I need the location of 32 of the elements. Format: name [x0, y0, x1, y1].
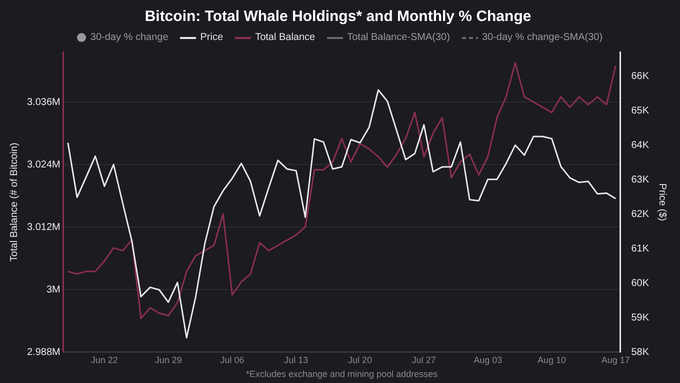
- y-axis-title: Total Balance (# of Bitcoin): [8, 142, 20, 262]
- x-tick-label: Aug 17: [601, 355, 630, 366]
- y2-tick-label: 64K: [631, 140, 650, 151]
- y-tick-label: 3.012M: [26, 222, 60, 233]
- y-tick-label: 3.024M: [26, 159, 60, 170]
- y2-tick-label: 60K: [631, 278, 650, 289]
- x-tick-label: Jul 06: [220, 355, 244, 366]
- x-tick-label: Jul 13: [284, 355, 308, 366]
- x-tick-label: Aug 03: [474, 355, 502, 366]
- legend-label: Total Balance: [254, 32, 316, 43]
- y2-tick-label: 63K: [631, 174, 650, 186]
- x-tick-label: Jun 29: [154, 355, 182, 366]
- y2-tick-label: 62K: [631, 208, 650, 220]
- legend-label: Price: [199, 32, 224, 43]
- legend-label: Total Balance-SMA(30): [346, 32, 450, 43]
- y2-tick-label: 65K: [631, 105, 650, 116]
- text: *Excludes exchange and mining pool addresses: [246, 369, 438, 379]
- y2-tick-label: 66K: [631, 70, 650, 82]
- y2-axis-title: Price ($): [656, 183, 668, 221]
- y2-tick-label: 59K: [631, 312, 650, 324]
- x-tick-label: Jul 27: [412, 355, 436, 366]
- legend-label: 30-day % change-SMA(30): [480, 32, 603, 43]
- y2-tick-label: 61K: [631, 243, 650, 254]
- y-tick-label: 3M: [46, 284, 60, 296]
- y-tick-label: 2.988M: [26, 346, 60, 358]
- x-tick-label: Jun 22: [90, 355, 118, 366]
- x-tick-label: Aug 10: [537, 355, 566, 366]
- legend-label: 30-day % change: [89, 32, 168, 43]
- chart-title: Bitcoin: Total Whale Holdings* and Monthly % Change: [144, 8, 532, 26]
- y2-tick-label: 58K: [631, 346, 650, 358]
- y-tick-label: 3.036M: [26, 96, 60, 108]
- x-tick-label: Jul 20: [348, 355, 372, 366]
